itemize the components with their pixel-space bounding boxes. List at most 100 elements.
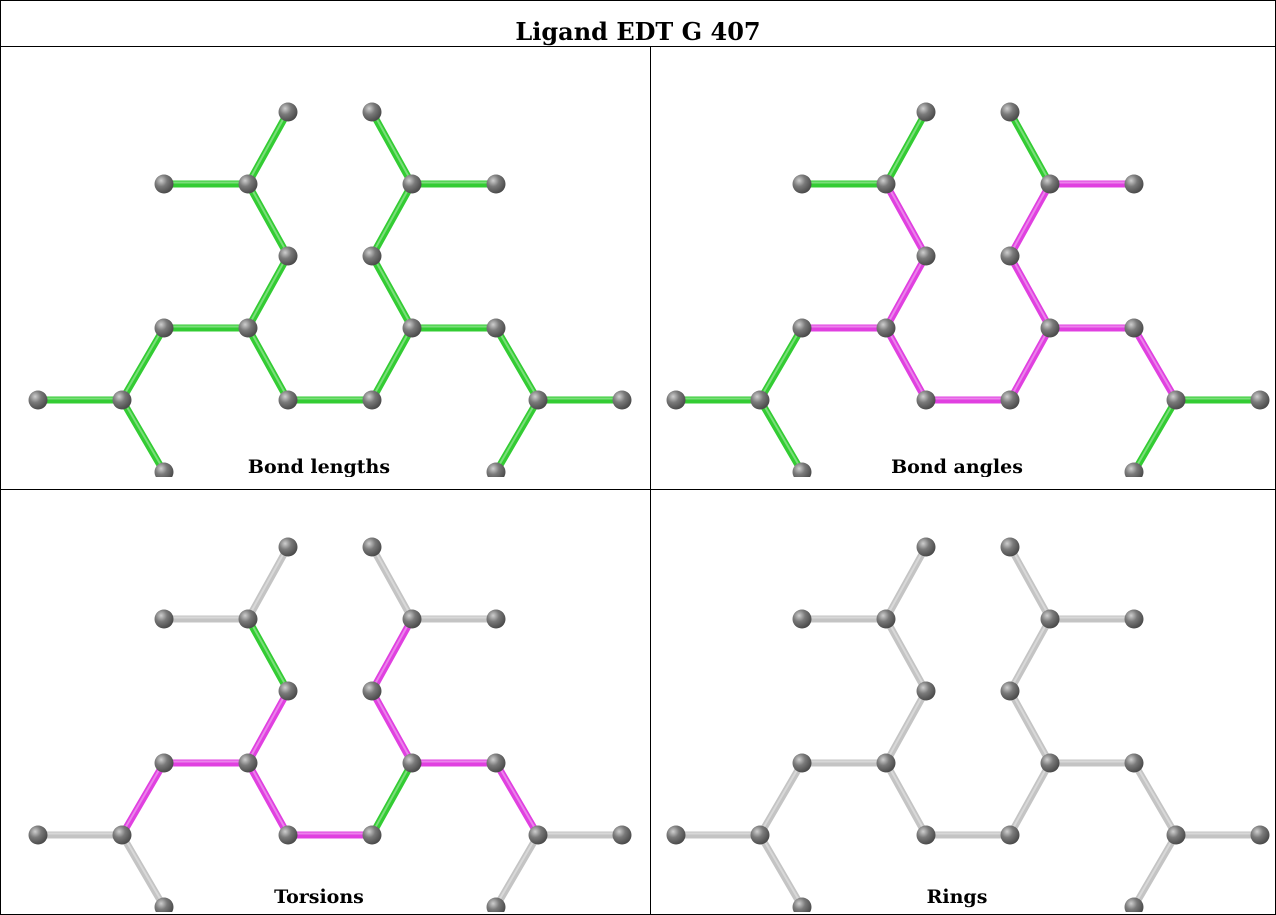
figure-title: Ligand EDT G 407 bbox=[515, 17, 761, 46]
atom bbox=[278, 246, 298, 266]
bond-highlight bbox=[121, 325, 165, 400]
bond-highlight bbox=[885, 254, 927, 327]
bond-highlight bbox=[1133, 832, 1177, 907]
bond bbox=[118, 759, 168, 839]
bond bbox=[492, 759, 542, 839]
atom bbox=[362, 825, 382, 845]
atom bbox=[238, 174, 258, 194]
atom bbox=[1000, 102, 1020, 122]
bond bbox=[1006, 687, 1054, 767]
atom bbox=[278, 390, 298, 410]
bond-highlight bbox=[371, 182, 413, 255]
panel-caption: Rings bbox=[926, 886, 988, 908]
bond bbox=[882, 180, 930, 260]
bond bbox=[756, 324, 806, 404]
atom bbox=[486, 462, 506, 477]
atom bbox=[362, 681, 382, 701]
bond bbox=[1130, 396, 1180, 476]
bond-highlight bbox=[1009, 617, 1051, 690]
atom bbox=[154, 753, 174, 773]
bond-highlight bbox=[759, 397, 803, 472]
atom bbox=[28, 390, 48, 410]
bond-highlight bbox=[885, 617, 927, 690]
bond-highlight bbox=[371, 326, 413, 399]
panel-torsions: Torsions bbox=[0, 482, 638, 912]
bond-highlight bbox=[1009, 182, 1051, 255]
bond-highlight bbox=[247, 761, 289, 834]
atom bbox=[876, 174, 896, 194]
atom bbox=[792, 897, 812, 912]
bond bbox=[882, 252, 930, 332]
atom bbox=[916, 246, 936, 266]
bond-highlight bbox=[247, 689, 289, 762]
atom bbox=[238, 753, 258, 773]
atom bbox=[362, 246, 382, 266]
panel-bond-angles: Bond angles bbox=[638, 47, 1276, 477]
atom bbox=[486, 318, 506, 338]
bond-highlight bbox=[1133, 325, 1177, 400]
atom bbox=[28, 825, 48, 845]
bond bbox=[1006, 252, 1054, 332]
atom bbox=[238, 318, 258, 338]
bond bbox=[1006, 759, 1054, 839]
atom bbox=[112, 390, 132, 410]
molecule-diagram bbox=[28, 102, 632, 477]
bond bbox=[244, 543, 292, 623]
atom bbox=[362, 102, 382, 122]
atom bbox=[1124, 462, 1144, 477]
atom bbox=[402, 609, 422, 629]
atom bbox=[528, 390, 548, 410]
atom bbox=[528, 825, 548, 845]
bond bbox=[882, 543, 930, 623]
molecule-diagram bbox=[666, 537, 1270, 912]
panel-bond-lengths: Bond lengths bbox=[0, 47, 638, 477]
bond bbox=[244, 252, 292, 332]
bond bbox=[368, 108, 416, 188]
atom bbox=[154, 609, 174, 629]
bond bbox=[368, 615, 416, 695]
bond-highlight bbox=[371, 545, 413, 618]
atom bbox=[1000, 681, 1020, 701]
bond bbox=[756, 759, 806, 839]
bond-highlight bbox=[247, 326, 289, 399]
atom bbox=[876, 753, 896, 773]
bond bbox=[882, 759, 930, 839]
atom bbox=[486, 609, 506, 629]
bond bbox=[368, 687, 416, 767]
bond-highlight bbox=[371, 617, 413, 690]
atom bbox=[278, 681, 298, 701]
bond-highlight bbox=[885, 545, 927, 618]
bond bbox=[756, 831, 806, 911]
atom bbox=[1166, 825, 1186, 845]
bond bbox=[882, 108, 930, 188]
atom bbox=[1124, 609, 1144, 629]
bond-highlight bbox=[371, 689, 413, 762]
atom bbox=[1040, 174, 1060, 194]
atom bbox=[1000, 246, 1020, 266]
bond-highlight bbox=[1009, 254, 1051, 327]
bond bbox=[492, 831, 542, 911]
bond-highlight bbox=[371, 254, 413, 327]
bond-highlight bbox=[1133, 397, 1177, 472]
bond bbox=[118, 396, 168, 476]
atom bbox=[278, 537, 298, 557]
atom bbox=[612, 825, 632, 845]
bond bbox=[244, 324, 292, 404]
atom bbox=[486, 897, 506, 912]
bond bbox=[368, 324, 416, 404]
atom bbox=[278, 825, 298, 845]
atom bbox=[916, 825, 936, 845]
bond bbox=[118, 831, 168, 911]
atom bbox=[792, 462, 812, 477]
bond-highlight bbox=[371, 761, 413, 834]
atom bbox=[1040, 609, 1060, 629]
bond-highlight bbox=[1133, 760, 1177, 835]
bond bbox=[244, 687, 292, 767]
atom bbox=[112, 825, 132, 845]
atom bbox=[1124, 897, 1144, 912]
atom bbox=[666, 390, 686, 410]
atom bbox=[1124, 753, 1144, 773]
atom bbox=[1250, 390, 1270, 410]
atom bbox=[1124, 318, 1144, 338]
atom bbox=[916, 537, 936, 557]
